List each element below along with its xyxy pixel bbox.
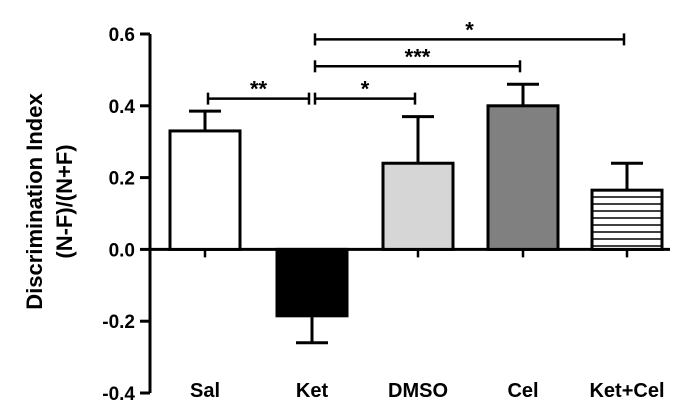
significance-layer: ** ***** (206, 17, 626, 105)
y-tick-label: 0.2 (109, 169, 135, 190)
bar-sal (168, 129, 242, 251)
bar-dmso (381, 161, 455, 251)
x-tick-label: Ket (296, 380, 329, 401)
significance-label: * (361, 77, 370, 102)
bar-layer (168, 82, 664, 345)
y-tick-label: -0.4 (102, 384, 135, 401)
bar-ket (275, 247, 349, 318)
y-axis-subtitle: (N-F)/(N+F) (52, 144, 77, 258)
significance-label: ** (250, 77, 268, 102)
y-tick-label: 0.4 (109, 97, 136, 118)
bar-ket-cel (590, 188, 664, 251)
x-tick-label: Cel (507, 380, 538, 401)
x-tick-label: Ket+Cel (589, 380, 664, 401)
y-tick-label: 0.6 (109, 25, 135, 46)
x-tick-label: Sal (190, 380, 220, 401)
significance-label: * (465, 17, 474, 42)
x-tick-label: DMSO (388, 380, 448, 401)
label-layer: -0.4 -0.2 0.0 0.2 0.4 0.6 Discrimination Index… (22, 25, 665, 405)
bar-cel (486, 104, 560, 251)
significance-label: *** (405, 44, 431, 69)
y-axis-title: Discrimination Index (22, 93, 47, 310)
y-tick-label: 0.0 (109, 240, 135, 261)
y-tick-label: -0.2 (102, 312, 135, 333)
